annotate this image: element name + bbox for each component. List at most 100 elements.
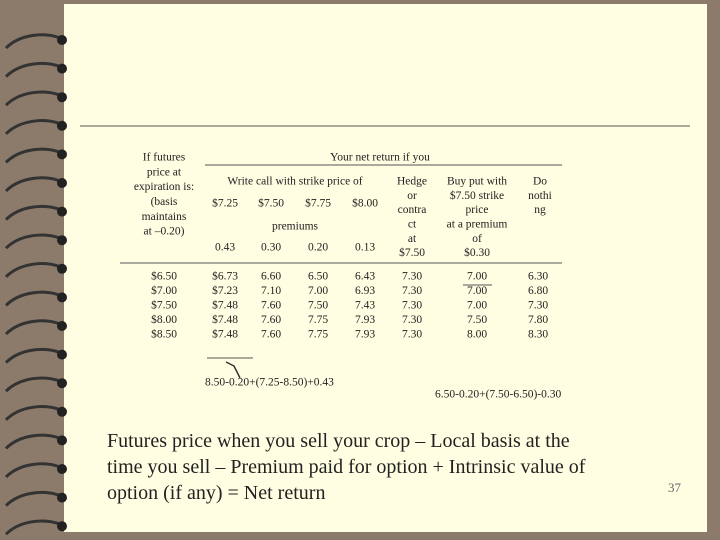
cell: $6.73 bbox=[212, 270, 238, 283]
ring-hole bbox=[57, 292, 67, 303]
cell: 7.60 bbox=[261, 329, 281, 341]
ring-hole bbox=[57, 35, 67, 45]
formula-line: Futures price when you sell your crop – … bbox=[107, 430, 570, 452]
premiums-label: premiums bbox=[272, 221, 319, 233]
cell: $7.50 bbox=[151, 299, 177, 312]
cell: 6.30 bbox=[528, 271, 548, 283]
ring bbox=[4, 376, 61, 393]
ring bbox=[4, 119, 61, 135]
cell: 7.00 bbox=[467, 285, 487, 297]
cell: 7.50 bbox=[308, 300, 328, 312]
hedge-header: ct bbox=[408, 219, 417, 231]
cell: 8.30 bbox=[528, 329, 548, 341]
ring-hole bbox=[57, 149, 67, 160]
cell: 7.00 bbox=[467, 271, 487, 283]
cell: 6.50 bbox=[308, 271, 328, 283]
cell: 7.60 bbox=[261, 300, 281, 312]
nothing-header: Do bbox=[533, 176, 547, 188]
call-header: Write call with strike price of bbox=[227, 176, 362, 188]
put-header: of bbox=[472, 233, 482, 245]
cell: 8.00 bbox=[467, 329, 487, 341]
cell: $7.23 bbox=[212, 284, 238, 297]
cell: 6.60 bbox=[261, 271, 281, 283]
ring bbox=[4, 61, 61, 78]
ring-hole bbox=[57, 92, 67, 103]
left-header: (basis bbox=[151, 196, 178, 208]
pointer bbox=[225, 361, 241, 379]
ring bbox=[4, 204, 61, 221]
note: 8.50-0.20+(7.25-8.50)+0.43 bbox=[205, 377, 334, 389]
nothing-header: nothi bbox=[528, 190, 552, 202]
ring-hole bbox=[57, 206, 67, 217]
cell: 7.93 bbox=[355, 329, 375, 341]
ring-hole bbox=[57, 178, 67, 188]
premium: 0.20 bbox=[308, 242, 328, 254]
cell: 7.43 bbox=[355, 300, 375, 312]
left-header: at –0.20) bbox=[144, 226, 185, 238]
left-header: expiration is: bbox=[134, 181, 194, 193]
cell: 7.50 bbox=[467, 314, 487, 326]
put-header: at a premium bbox=[447, 219, 508, 231]
premium: 0.13 bbox=[355, 242, 375, 254]
cell: 7.30 bbox=[402, 300, 422, 312]
strike: $7.75 bbox=[305, 197, 331, 210]
ring-hole bbox=[57, 321, 67, 331]
hedge-header: or bbox=[407, 190, 417, 202]
spiral-binding bbox=[4, 33, 67, 536]
nothing-header: ng bbox=[534, 204, 546, 216]
premium: 0.30 bbox=[261, 242, 281, 254]
cell: 6.43 bbox=[355, 271, 375, 283]
cell: 7.75 bbox=[308, 329, 328, 341]
left-header: If futures bbox=[143, 152, 186, 164]
ring bbox=[4, 233, 61, 250]
put-header: price bbox=[466, 204, 489, 216]
ring-hole bbox=[57, 521, 67, 532]
ring bbox=[4, 290, 61, 307]
ring bbox=[4, 433, 61, 450]
cell: 7.60 bbox=[261, 314, 281, 326]
hedge-header: contra bbox=[398, 204, 427, 216]
note: 6.50-0.20+(7.50-6.50)-0.30 bbox=[435, 389, 562, 401]
page bbox=[64, 4, 707, 532]
formula-line: time you sell – Premium paid for option … bbox=[107, 456, 586, 478]
strike: $7.25 bbox=[212, 197, 238, 210]
ring bbox=[4, 147, 61, 164]
ring bbox=[4, 90, 61, 107]
ring-hole bbox=[57, 349, 67, 360]
ring-hole bbox=[57, 263, 67, 274]
hedge-header: Hedge bbox=[397, 176, 427, 188]
cell: 7.93 bbox=[355, 314, 375, 326]
ring bbox=[4, 462, 61, 479]
cell: 6.80 bbox=[528, 285, 548, 297]
ring-hole bbox=[57, 406, 67, 417]
cell: 7.10 bbox=[261, 285, 281, 297]
ring bbox=[4, 519, 61, 536]
strike: $8.00 bbox=[352, 197, 378, 210]
premium: 0.43 bbox=[215, 242, 235, 254]
ring-hole bbox=[57, 120, 67, 131]
cell: 6.93 bbox=[355, 285, 375, 297]
ring bbox=[4, 319, 61, 336]
ring-hole bbox=[57, 63, 67, 74]
cell: 7.00 bbox=[467, 300, 487, 312]
cell: $7.00 bbox=[151, 284, 177, 297]
cell: $7.48 bbox=[212, 328, 238, 341]
cell: 7.30 bbox=[402, 271, 422, 283]
cell: 7.30 bbox=[528, 300, 548, 312]
cell: $8.50 bbox=[151, 328, 177, 341]
formula-line: option (if any) = Net return bbox=[107, 482, 325, 504]
cell: 7.30 bbox=[402, 314, 422, 326]
cell: 7.00 bbox=[308, 285, 328, 297]
page-number: 37 bbox=[668, 480, 682, 495]
put-header: Buy put with bbox=[447, 176, 507, 188]
ring-hole bbox=[57, 492, 67, 503]
ring bbox=[4, 176, 61, 193]
ring-hole bbox=[57, 235, 67, 246]
cell: 7.30 bbox=[402, 329, 422, 341]
cell: 7.75 bbox=[308, 314, 328, 326]
put-header: $0.30 bbox=[464, 246, 490, 259]
hedge-header: at bbox=[408, 233, 417, 245]
put-header: $7.50 strike bbox=[450, 189, 504, 202]
cell: 7.30 bbox=[402, 285, 422, 297]
